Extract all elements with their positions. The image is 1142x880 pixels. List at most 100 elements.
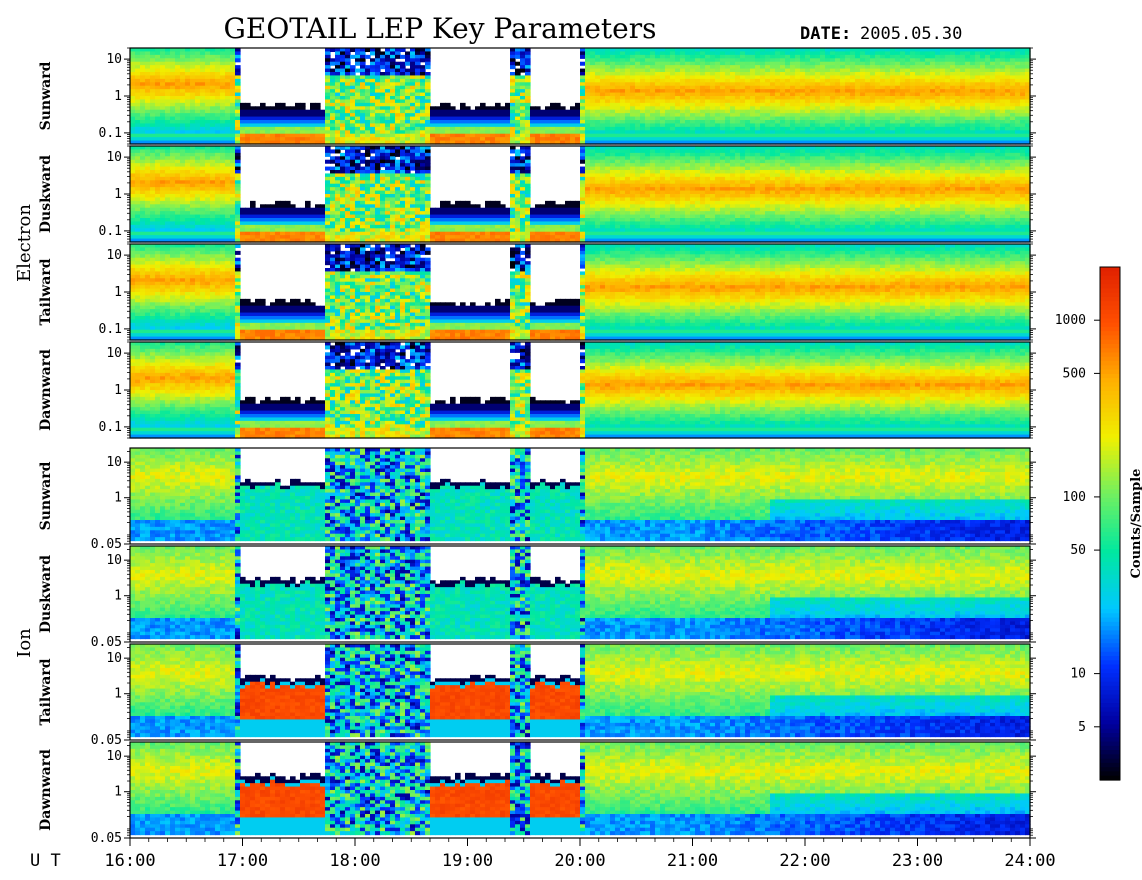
heatmap-cell — [910, 96, 916, 100]
heatmap-cell — [225, 48, 231, 52]
heatmap-cell — [1000, 93, 1006, 97]
heatmap-cell — [190, 86, 196, 90]
heatmap-cell — [215, 208, 221, 212]
heatmap-cell — [420, 123, 426, 127]
heatmap-cell — [140, 197, 146, 201]
heatmap-cell — [185, 72, 191, 76]
heatmap-cell — [650, 93, 656, 97]
heatmap-cell — [195, 170, 201, 174]
heatmap-cell — [660, 137, 666, 141]
heatmap-cell — [390, 62, 396, 66]
heatmap-cell — [200, 75, 206, 79]
heatmap-cell — [520, 51, 526, 55]
heatmap-cell — [690, 123, 696, 127]
heatmap-cell — [415, 134, 421, 138]
heatmap-cell — [135, 197, 141, 201]
heatmap-cell — [335, 123, 341, 127]
heatmap-cell — [170, 75, 176, 79]
heatmap-cell — [210, 117, 216, 121]
heatmap-cell — [175, 170, 181, 174]
heatmap-cell — [730, 137, 736, 141]
heatmap-cell — [650, 79, 656, 83]
heatmap-cell — [255, 137, 261, 141]
heatmap-cell — [725, 48, 731, 52]
heatmap-cell — [850, 93, 856, 97]
heatmap-cell — [145, 184, 151, 188]
heatmap-cell — [990, 69, 996, 73]
heatmap-cell — [225, 225, 231, 229]
heatmap-cell — [715, 69, 721, 73]
heatmap-cell — [175, 197, 181, 201]
heatmap-cell — [1000, 89, 1006, 93]
heatmap-cell — [380, 51, 386, 55]
heatmap-cell — [935, 72, 941, 76]
heatmap-cell — [225, 191, 231, 195]
heatmap-cell — [780, 55, 786, 59]
heatmap-cell — [360, 123, 366, 127]
heatmap-cell — [620, 65, 626, 69]
heatmap-cell — [755, 110, 761, 114]
heatmap-cell — [855, 89, 861, 93]
heatmap-cell — [1010, 48, 1016, 52]
heatmap-cell — [150, 93, 156, 97]
heatmap-cell — [230, 123, 236, 127]
heatmap-cell — [855, 69, 861, 73]
heatmap-cell — [420, 65, 426, 69]
heatmap-cell — [1000, 103, 1006, 107]
heatmap-cell — [685, 99, 691, 103]
heatmap-cell — [160, 117, 166, 121]
heatmap-cell — [520, 86, 526, 90]
heatmap-cell — [215, 48, 221, 52]
heatmap-cell — [250, 201, 256, 205]
heatmap-cell — [645, 99, 651, 103]
heatmap-cell — [715, 75, 721, 79]
heatmap-cell — [860, 75, 866, 79]
heatmap-cell — [230, 194, 236, 198]
heatmap-cell — [130, 221, 136, 225]
heatmap-cell — [160, 225, 166, 229]
heatmap-cell — [565, 123, 571, 127]
heatmap-cell — [220, 110, 226, 114]
heatmap-cell — [520, 134, 526, 138]
heatmap-cell — [585, 99, 591, 103]
heatmap-cell — [545, 110, 551, 114]
heatmap-cell — [195, 187, 201, 191]
heatmap-cell — [890, 65, 896, 69]
heatmap-cell — [300, 123, 306, 127]
heatmap-cell — [960, 65, 966, 69]
heatmap-cell — [220, 197, 226, 201]
heatmap-cell — [180, 184, 186, 188]
heatmap-cell — [550, 127, 556, 131]
heatmap-cell — [595, 75, 601, 79]
heatmap-cell — [580, 96, 586, 100]
heatmap-cell — [605, 134, 611, 138]
heatmap-cell — [425, 79, 431, 83]
heatmap-cell — [190, 160, 196, 164]
heatmap-cell — [525, 89, 531, 93]
heatmap-cell — [665, 55, 671, 59]
heatmap-cell — [750, 55, 756, 59]
heatmap-cell — [155, 208, 161, 212]
heatmap-cell — [365, 99, 371, 103]
heatmap-cell — [185, 48, 191, 52]
heatmap-cell — [600, 86, 606, 90]
heatmap-cell — [945, 86, 951, 90]
heatmap-cell — [760, 48, 766, 52]
heatmap-cell — [190, 146, 196, 150]
heatmap-cell — [420, 69, 426, 73]
heatmap-cell — [130, 208, 136, 212]
heatmap-cell — [155, 235, 161, 239]
heatmap-cell — [510, 123, 516, 127]
heatmap-cell — [695, 65, 701, 69]
heatmap-cell — [535, 127, 541, 131]
heatmap-cell — [410, 134, 416, 138]
heatmap-cell — [275, 120, 281, 124]
heatmap-cell — [680, 69, 686, 73]
heatmap-cell — [260, 123, 266, 127]
heatmap-cell — [210, 65, 216, 69]
heatmap-cell — [910, 127, 916, 131]
heatmap-cell — [610, 123, 616, 127]
heatmap-cell — [325, 117, 331, 121]
heatmap-cell — [640, 96, 646, 100]
heatmap-cell — [745, 137, 751, 141]
